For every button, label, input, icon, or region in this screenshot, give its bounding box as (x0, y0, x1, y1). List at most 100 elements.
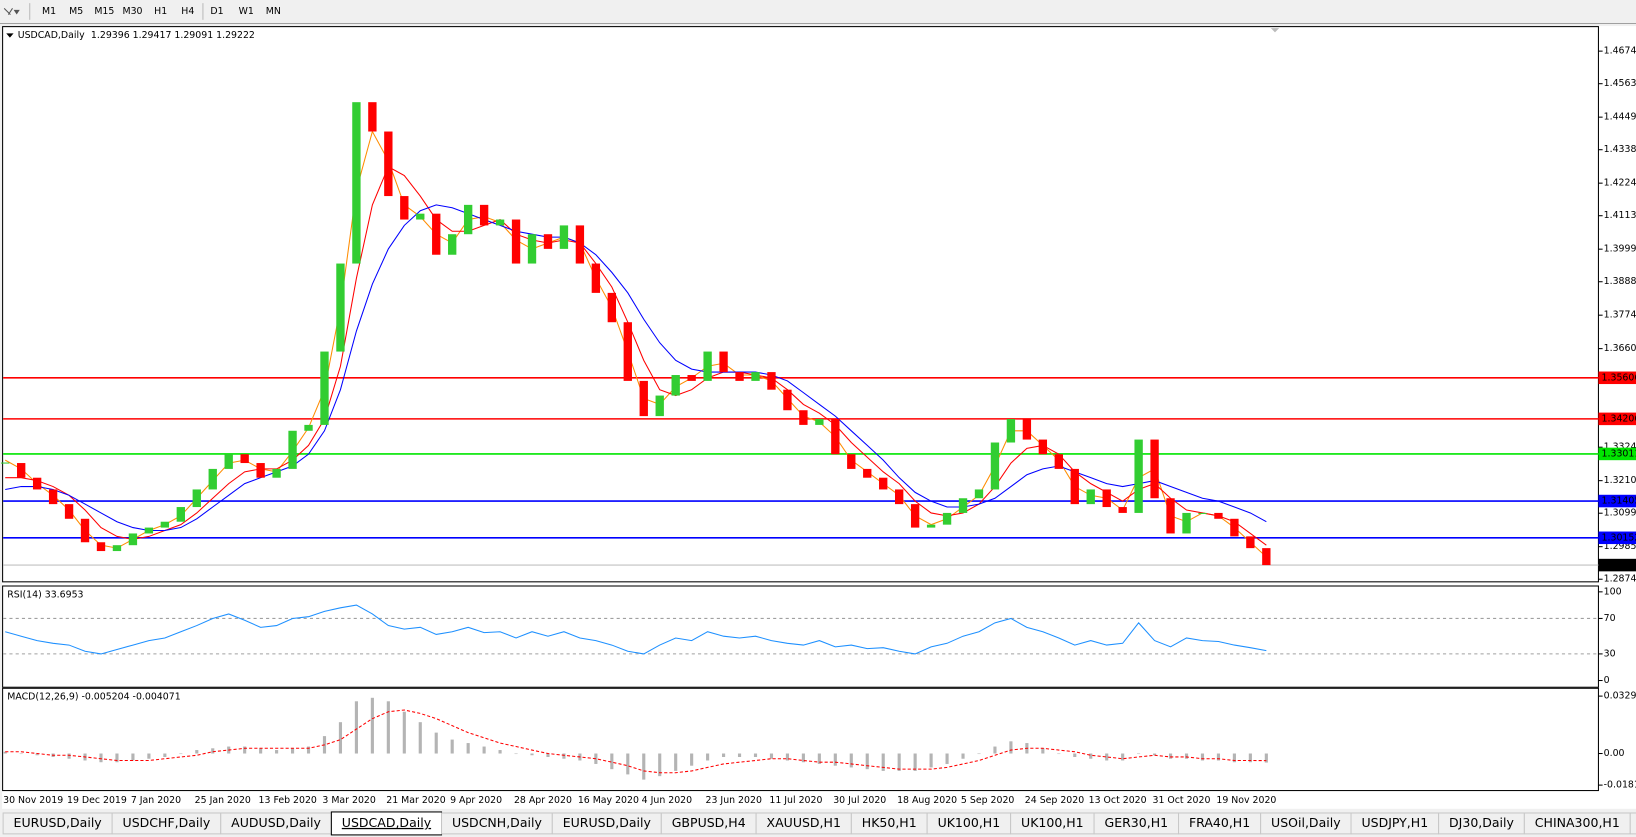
price-panel (2, 26, 1599, 583)
x-tick-label: 18 Aug 2020 (897, 795, 957, 806)
timeframe-button[interactable]: H4 (181, 6, 194, 17)
candle (815, 419, 824, 425)
macd-bar (817, 753, 821, 764)
tab-label[interactable]: GBPUSD,H4 (672, 815, 746, 830)
tab-label[interactable]: UK100,H1 (1021, 815, 1084, 830)
tab[interactable] (1629, 812, 1636, 835)
candle (831, 419, 840, 455)
level-label-box (1598, 447, 1636, 461)
tab-label[interactable]: FRA40,H1 (1189, 815, 1250, 830)
macd-bar (370, 697, 374, 754)
x-tick-label: 25 Jan 2020 (195, 795, 251, 806)
chart-menu-arrow[interactable] (6, 33, 14, 38)
macd-bar (865, 753, 869, 770)
candle (176, 507, 185, 522)
candle (495, 219, 505, 226)
toolbar-icon[interactable] (3, 7, 20, 15)
candle (160, 521, 170, 528)
macd-bar (769, 753, 774, 759)
y-tick-label: 1.30990 (1604, 508, 1636, 519)
tab-label[interactable]: USDJPY,H1 (1361, 815, 1428, 830)
timeframe-button[interactable]: H1 (154, 6, 167, 17)
tab-label[interactable]: HK50,H1 (862, 815, 917, 830)
macd-bar (1073, 753, 1077, 757)
level-label: 1.34206 (1602, 413, 1636, 424)
toolbar (0, 0, 1636, 23)
tab-label[interactable]: UK100,H1 (938, 815, 1001, 830)
candle (910, 504, 920, 528)
rsi-line (5, 604, 1267, 655)
y-tick-label: 1.36600 (1604, 343, 1636, 354)
macd-panel (2, 687, 1599, 792)
candle (208, 468, 217, 490)
tab-label[interactable]: AUDUSD,Daily (231, 815, 321, 830)
timeframe-button[interactable]: M1 (42, 6, 56, 17)
x-tick-label: 28 Apr 2020 (514, 795, 572, 806)
chart-window (2, 26, 1636, 809)
candle (1054, 454, 1063, 469)
candle (352, 102, 361, 264)
rsi-panel (2, 585, 1599, 688)
tab-label[interactable]: XAUUSD,H1 (767, 815, 841, 830)
candle (1102, 489, 1111, 508)
level-label: 1.31405 (1602, 496, 1636, 507)
tab-label[interactable]: CHINA300,H1 (1535, 815, 1620, 830)
candle (607, 292, 617, 323)
macd-bar (354, 701, 358, 754)
tab-label[interactable]: USDCHF,Daily (123, 815, 211, 830)
y-tick-label: 1.28740 (1604, 574, 1636, 585)
tab-label[interactable]: EURUSD,Daily (563, 815, 652, 830)
candle (1070, 468, 1079, 505)
candle (1006, 419, 1016, 443)
candle (942, 512, 952, 525)
y-tick-label: 1.45630 (1604, 78, 1636, 89)
candle (17, 463, 26, 478)
tab-label[interactable]: DJ30,Daily (1449, 815, 1514, 830)
timeframe-button[interactable]: MN (266, 6, 281, 17)
macd-bar (1153, 753, 1157, 756)
macd-bar (1057, 753, 1061, 755)
tab-label[interactable]: USDCAD,Daily (342, 815, 432, 830)
timeframe-button[interactable]: M30 (122, 6, 142, 17)
tab-label[interactable]: GER30,H1 (1105, 815, 1169, 830)
candle (128, 533, 138, 546)
candle (463, 204, 473, 235)
moving-average (5, 166, 1267, 546)
candle (304, 424, 313, 431)
candle (703, 351, 712, 381)
macd-bar (131, 753, 135, 761)
macd-bar (897, 753, 901, 771)
timeframe-button[interactable]: M15 (94, 6, 114, 17)
macd-bar (562, 753, 566, 759)
candle (80, 518, 90, 543)
candle (895, 489, 904, 505)
candle (623, 322, 632, 381)
x-tick-label: 23 Jun 2020 (706, 795, 762, 806)
x-tick-label: 11 Jul 2020 (769, 795, 822, 806)
tab-label[interactable]: USOil,Daily (1271, 815, 1341, 830)
x-tick-label: 19 Nov 2020 (1216, 795, 1276, 806)
candle (1118, 507, 1127, 513)
tab-label[interactable]: USDCNH,Daily (452, 815, 542, 830)
candle (1230, 518, 1239, 537)
macd-bar (211, 748, 215, 754)
candle (1214, 512, 1223, 519)
tab-label[interactable]: EURUSD,Daily (14, 815, 103, 830)
timeframe-button[interactable]: D1 (210, 6, 223, 17)
macd-bar (434, 732, 438, 754)
macd-bar (626, 753, 630, 775)
candle (432, 213, 441, 255)
macd-bar (306, 746, 311, 754)
ohlc-header: 1.29396 1.29417 1.29091 1.29222 (91, 30, 255, 41)
candle (1262, 548, 1271, 566)
macd-bar (99, 753, 103, 763)
level-label: 1.30152 (1602, 532, 1636, 543)
macd-bar (1105, 753, 1109, 761)
y-tick-label: 0.00 (1604, 748, 1625, 759)
y-tick-label: 0.032972 (1604, 691, 1636, 702)
timeframe-button[interactable]: M5 (69, 6, 83, 17)
current-price-label: 1.29222 (1602, 560, 1636, 571)
macd-bar (163, 753, 167, 757)
timeframe-button[interactable]: W1 (239, 6, 254, 17)
